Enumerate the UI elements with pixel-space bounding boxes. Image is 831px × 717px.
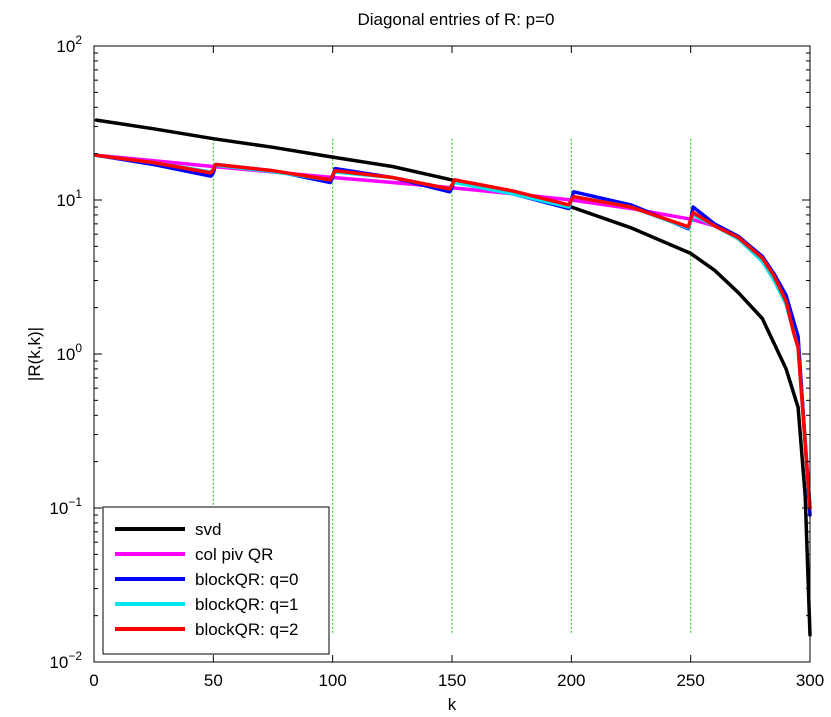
x-tick-label: 100 — [318, 671, 346, 690]
x-tick-label: 50 — [204, 671, 223, 690]
y-tick-label: 101 — [56, 187, 82, 210]
x-tick-label: 250 — [676, 671, 704, 690]
x-tick-label: 200 — [557, 671, 585, 690]
y-axis-label: |R(k,k)| — [25, 327, 44, 381]
legend-label-1: col piv QR — [195, 545, 273, 564]
y-tick-label: 10−1 — [49, 495, 82, 518]
legend: svd col piv QR blockQR: q=0 blockQR: q=1 blo… — [102, 506, 330, 655]
x-axis-label: k — [448, 695, 457, 714]
chart-title: Diagonal entries of R: p=0 — [357, 10, 554, 29]
series-line-0 — [94, 118, 812, 637]
legend-label-3: blockQR: q=1 — [195, 595, 298, 614]
y-tick-label: 100 — [56, 341, 82, 364]
x-tick-label: 300 — [796, 671, 824, 690]
series-lines — [94, 118, 812, 637]
y-tick-label: 10−2 — [49, 649, 82, 672]
x-tick-label: 0 — [89, 671, 98, 690]
legend-label-2: blockQR: q=0 — [195, 570, 298, 589]
legend-label-0: svd — [195, 520, 221, 539]
y-tick-label: 102 — [56, 33, 82, 56]
series-line-4 — [94, 153, 812, 510]
axis-ticks: 0 50 100 150 200 250 300 10−2 10−1 100 101 102 — [49, 33, 824, 690]
x-tick-label: 150 — [438, 671, 466, 690]
legend-label-4: blockQR: q=2 — [195, 620, 298, 639]
